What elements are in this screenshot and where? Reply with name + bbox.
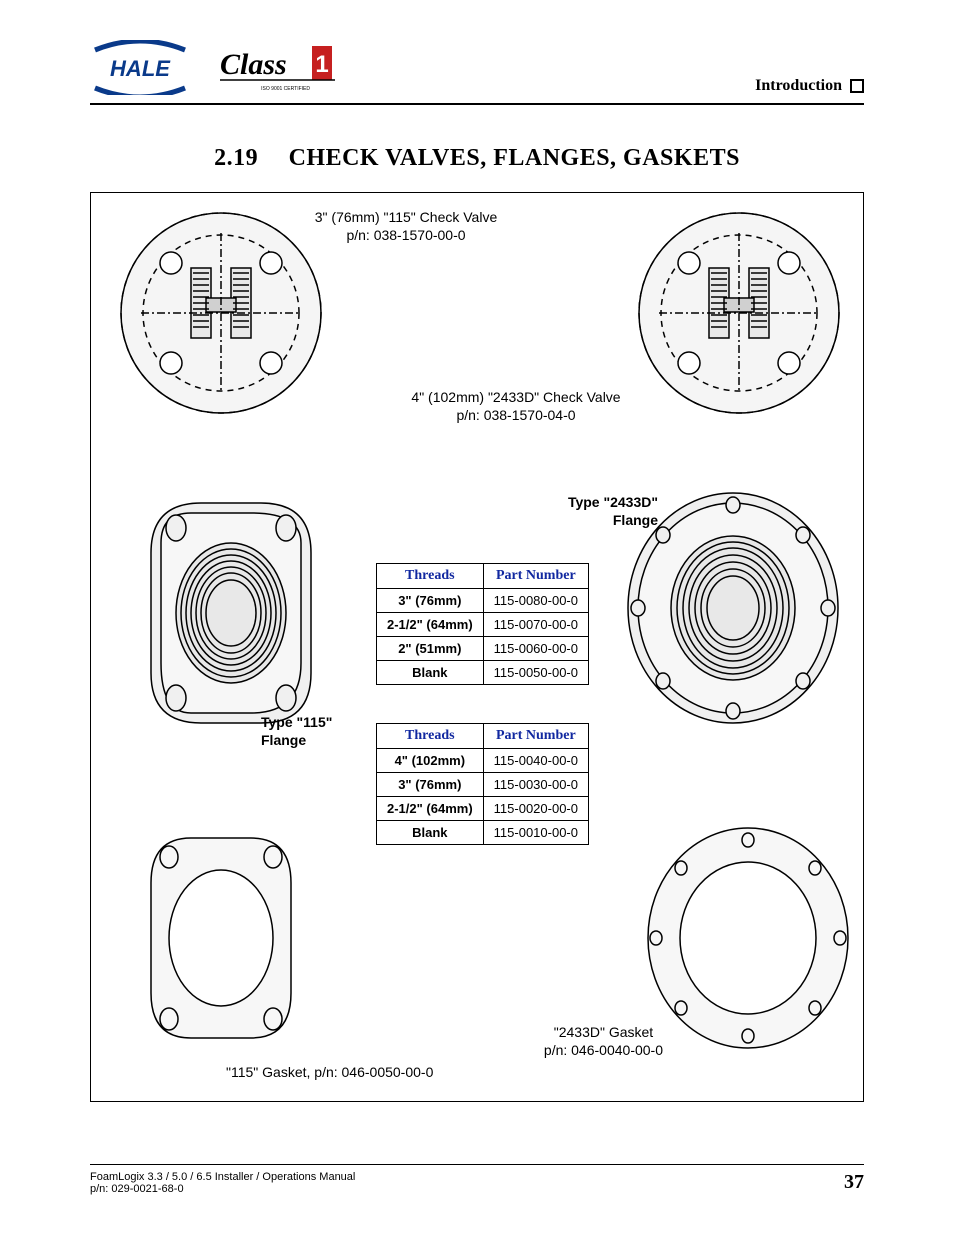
gasket-115-label: "115" Gasket, p/n: 046-0050-00-0 [226, 1063, 433, 1081]
hale-logo: HALE [90, 40, 190, 95]
flange-2433d-label: Type "2433D" Flange [568, 493, 658, 529]
page-header: HALE Class 1 ISO 9001 CERTIFIED Introduc… [90, 40, 864, 105]
flange-115-label-line1: Type "115" [261, 713, 332, 731]
class1-logo: Class 1 ISO 9001 CERTIFIED [220, 40, 360, 95]
figure-box: 3" (76mm) "115" Check Valve p/n: 038-157… [90, 192, 864, 1102]
section-heading: CHECK VALVES, FLANGES, GASKETS [289, 145, 740, 171]
footer-text: FoamLogix 3.3 / 5.0 / 6.5 Installer / Op… [90, 1171, 355, 1195]
gasket-2433d-label-line1: "2433D" Gasket [544, 1023, 663, 1041]
page-footer: FoamLogix 3.3 / 5.0 / 6.5 Installer / Op… [90, 1164, 864, 1195]
cell-pn: 115-0050-00-0 [483, 661, 588, 685]
valve2-label-line1: 4" (102mm) "2433D" Check Valve [401, 388, 631, 406]
footer-line2: p/n: 029-0021-68-0 [90, 1183, 355, 1195]
cell-pn: 115-0030-00-0 [483, 773, 588, 797]
table-header-threads: Threads [377, 564, 484, 589]
valve1-label: 3" (76mm) "115" Check Valve p/n: 038-157… [306, 208, 506, 244]
cell-threads: 2-1/2" (64mm) [377, 797, 484, 821]
table-row: Blank115-0050-00-0 [377, 661, 589, 685]
gasket-2433d-label: "2433D" Gasket p/n: 046-0040-00-0 [544, 1023, 663, 1059]
flange-115-label: Type "115" Flange [261, 713, 332, 749]
valve1-label-line2: p/n: 038-1570-00-0 [306, 226, 506, 244]
page-number: 37 [844, 1171, 864, 1194]
valve2-label: 4" (102mm) "2433D" Check Valve p/n: 038-… [401, 388, 631, 424]
cell-threads: 4" (102mm) [377, 749, 484, 773]
table-header-pn: Part Number [483, 564, 588, 589]
cell-threads: 3" (76mm) [377, 589, 484, 613]
check-valve-2433d-drawing [629, 203, 849, 423]
svg-text:1: 1 [315, 51, 328, 78]
flange-2433d-label-line2: Flange [568, 511, 658, 529]
flange-2433d-label-line1: Type "2433D" [568, 493, 658, 511]
table-115: Threads Part Number 3" (76mm)115-0080-00… [376, 563, 589, 685]
cell-pn: 115-0010-00-0 [483, 821, 588, 845]
cell-threads: 2-1/2" (64mm) [377, 613, 484, 637]
gasket-2433d-drawing [643, 823, 853, 1053]
table-row: 3" (76mm)115-0030-00-0 [377, 773, 589, 797]
valve2-label-line2: p/n: 038-1570-04-0 [401, 406, 631, 424]
gasket-115-label-text: "115" Gasket, p/n: 046-0050-00-0 [226, 1064, 433, 1080]
flange-115-label-line2: Flange [261, 731, 332, 749]
cell-threads: Blank [377, 661, 484, 685]
cell-pn: 115-0070-00-0 [483, 613, 588, 637]
gasket-115-drawing [121, 813, 321, 1063]
table-row: 2" (51mm)115-0060-00-0 [377, 637, 589, 661]
section-link-introduction[interactable]: Introduction [755, 77, 864, 95]
cell-pn: 115-0060-00-0 [483, 637, 588, 661]
svg-text:Class: Class [220, 48, 287, 81]
section-title: 2.19 CHECK VALVES, FLANGES, GASKETS [90, 145, 864, 172]
section-number: 2.19 [214, 145, 258, 171]
checkbox-icon [850, 79, 864, 93]
intro-label: Introduction [755, 77, 842, 95]
cell-threads: Blank [377, 821, 484, 845]
logo-group: HALE Class 1 ISO 9001 CERTIFIED [90, 40, 360, 95]
gasket-2433d-label-line2: p/n: 046-0040-00-0 [544, 1041, 663, 1059]
svg-text:HALE: HALE [110, 56, 171, 81]
svg-text:ISO 9001 CERTIFIED: ISO 9001 CERTIFIED [261, 86, 310, 92]
footer-line1: FoamLogix 3.3 / 5.0 / 6.5 Installer / Op… [90, 1171, 355, 1183]
table-2433d: Threads Part Number 4" (102mm)115-0040-0… [376, 723, 589, 845]
table-header-pn: Part Number [483, 724, 588, 749]
cell-pn: 115-0080-00-0 [483, 589, 588, 613]
cell-pn: 115-0020-00-0 [483, 797, 588, 821]
table-row: 2-1/2" (64mm)115-0070-00-0 [377, 613, 589, 637]
flange-115-drawing [121, 473, 341, 753]
table-row: 4" (102mm)115-0040-00-0 [377, 749, 589, 773]
table-row: 3" (76mm)115-0080-00-0 [377, 589, 589, 613]
table-row: Blank115-0010-00-0 [377, 821, 589, 845]
table-row: 2-1/2" (64mm)115-0020-00-0 [377, 797, 589, 821]
check-valve-115-drawing [111, 203, 331, 423]
cell-threads: 2" (51mm) [377, 637, 484, 661]
cell-pn: 115-0040-00-0 [483, 749, 588, 773]
valve1-label-line1: 3" (76mm) "115" Check Valve [306, 208, 506, 226]
table-header-threads: Threads [377, 724, 484, 749]
cell-threads: 3" (76mm) [377, 773, 484, 797]
